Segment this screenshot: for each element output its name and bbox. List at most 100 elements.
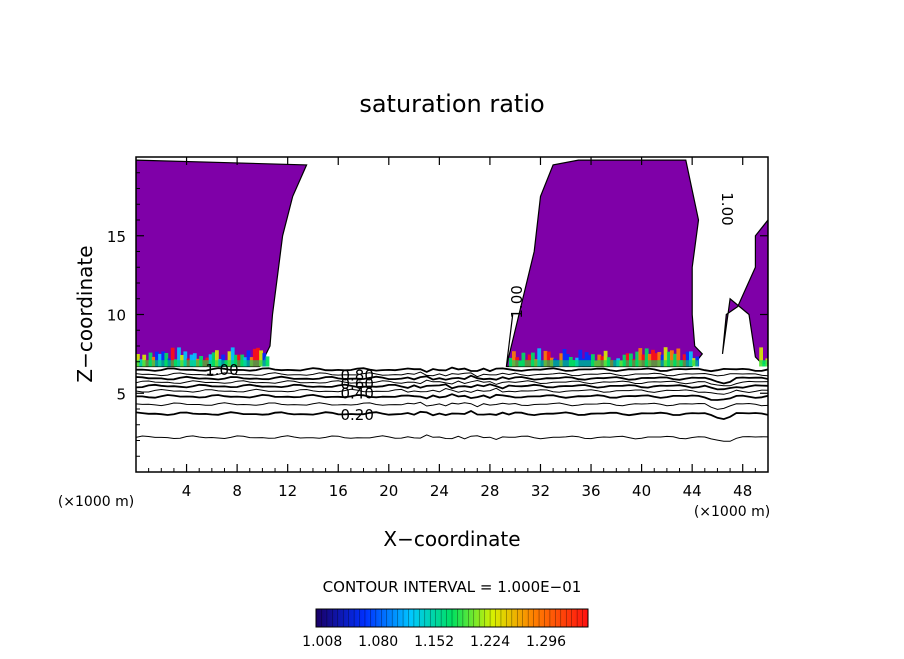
x-tick-label: 4	[182, 482, 192, 500]
band-cell	[164, 353, 169, 367]
x-axis: 4 8 12 16 20 24 28 32 36 40 44 48	[148, 157, 756, 500]
band-cell	[625, 353, 630, 367]
y-tick-label: 10	[107, 307, 126, 325]
band-cell	[155, 351, 159, 367]
colorbar-tick-label: 1.080	[358, 634, 398, 650]
chart-title: saturation ratio	[359, 90, 544, 118]
contour-line-0.9	[136, 371, 768, 378]
contour-line-0.5	[136, 387, 768, 395]
x-unit-label: (×1000 m)	[694, 504, 770, 520]
contour-line-0.4	[136, 393, 768, 401]
band-cell	[644, 348, 649, 367]
band-cell	[657, 352, 662, 367]
y-tick-label: 15	[107, 228, 126, 246]
band-cell	[148, 352, 153, 367]
band-cell	[638, 348, 643, 367]
band-cell	[629, 353, 633, 367]
colorbar-tick-label: 1.152	[414, 634, 454, 650]
colorbar-tick-label: 1.296	[526, 634, 566, 650]
band-cell	[161, 351, 166, 367]
supersaturation-band-3	[759, 347, 768, 367]
x-tick-label: 48	[733, 482, 752, 500]
contour-interval-label: CONTOUR INTERVAL = 1.000E−01	[323, 578, 582, 596]
band-cell	[584, 352, 589, 367]
contour-label: 1.00	[718, 192, 736, 225]
x-tick-label: 24	[430, 482, 449, 500]
band-cell	[521, 352, 526, 367]
band-cell	[256, 347, 260, 367]
band-cell	[246, 350, 251, 367]
contour-label: 0.60	[340, 375, 373, 393]
band-cell	[651, 349, 655, 367]
band-cell	[759, 347, 763, 367]
x-tick-label: 44	[683, 482, 702, 500]
contour-line-1.0	[136, 366, 768, 373]
y-axis: 5 10 15	[107, 172, 768, 457]
contour-label: 0.80	[340, 366, 373, 384]
band-cell	[670, 350, 674, 367]
band-base	[759, 360, 768, 367]
y-axis-title: Z−coordinate	[73, 245, 97, 382]
y-tick-label: 5	[116, 385, 126, 403]
band-cell	[543, 350, 548, 367]
band-cell	[676, 348, 681, 367]
contour-label: 1.00	[205, 361, 238, 379]
x-tick-label: 36	[581, 482, 600, 500]
x-tick-label: 20	[379, 482, 398, 500]
x-tick-label: 16	[329, 482, 348, 500]
band-cell	[215, 350, 219, 367]
band-cell	[230, 347, 235, 367]
band-cell	[177, 347, 181, 367]
band-cell	[673, 353, 677, 367]
contour-line-0.8	[136, 374, 768, 385]
band-cell	[654, 353, 658, 367]
band-cell	[531, 352, 535, 367]
band-cell	[546, 351, 551, 367]
x-tick-label: 12	[278, 482, 297, 500]
contour-line-0.2	[136, 409, 768, 421]
band-cell	[192, 353, 197, 367]
band-base	[136, 360, 269, 367]
band-cell	[578, 349, 583, 367]
contour-line-0.1	[136, 434, 768, 442]
colorbar-segments	[321, 609, 583, 627]
x-tick-label: 8	[232, 482, 242, 500]
band-cell	[512, 351, 516, 367]
contour-line-0.6	[136, 383, 768, 391]
band-cell	[170, 347, 175, 367]
band-cell	[227, 351, 232, 367]
contour-label: 1.00	[508, 285, 526, 318]
supersaturation-band-2	[508, 347, 700, 367]
contour-line-0.7	[136, 379, 768, 387]
contour-label: 0.20	[340, 406, 373, 424]
band-cell	[635, 351, 640, 367]
x-tick-label: 28	[480, 482, 499, 500]
y-unit-label: (×1000 m)	[58, 494, 134, 510]
band-base	[508, 360, 699, 367]
band-cell	[689, 351, 693, 367]
band-cell	[211, 352, 216, 367]
saturated-region-1	[136, 159, 308, 368]
contour-line-0.3	[136, 401, 768, 410]
x-tick-label: 32	[531, 482, 550, 500]
band-cell	[603, 350, 608, 367]
x-tick-label: 40	[632, 482, 651, 500]
band-cell	[559, 353, 564, 367]
colorbar-tick-label: 1.008	[302, 634, 342, 650]
colorbar-ticks: 1.008 1.080 1.152 1.224 1.296	[302, 634, 566, 650]
band-cell	[183, 351, 188, 367]
band-cell	[537, 348, 542, 367]
saturated-region-3	[721, 219, 768, 364]
band-cell	[663, 347, 668, 367]
plot-area: 1.00 0.800.600.40 0.20 1.00 1.00	[136, 159, 768, 442]
x-axis-title: X−coordinate	[383, 527, 520, 551]
band-cell	[562, 349, 567, 367]
saturated-region-2	[505, 159, 704, 368]
band-cell	[666, 351, 671, 367]
band-cell	[685, 351, 690, 367]
colorbar-tick-label: 1.224	[470, 634, 510, 650]
band-cell	[262, 353, 267, 367]
band-cell	[252, 348, 257, 367]
contour-label: 0.40	[340, 385, 373, 403]
